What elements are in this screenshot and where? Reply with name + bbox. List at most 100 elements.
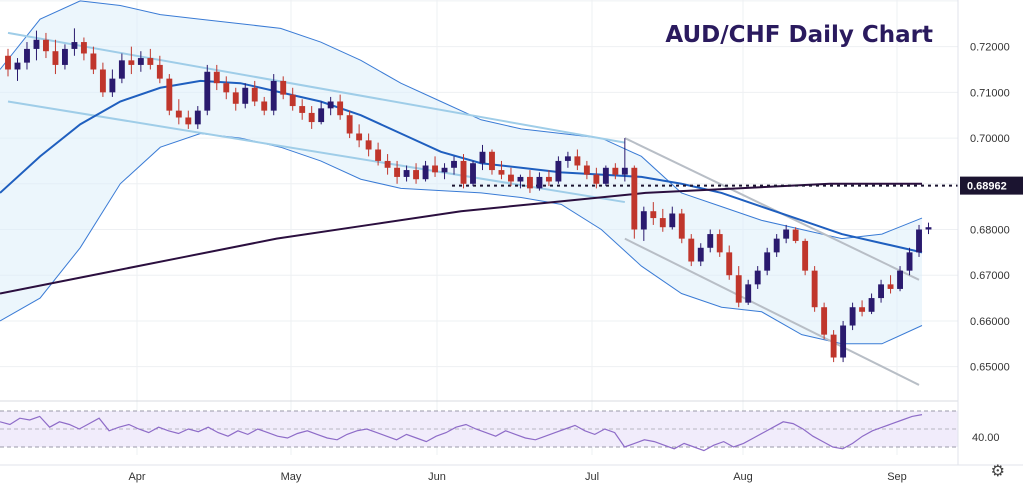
candle (394, 167, 401, 177)
candle (337, 101, 344, 116)
candle (650, 211, 657, 219)
candle (602, 167, 609, 184)
candle (925, 227, 932, 230)
candle (5, 55, 11, 70)
candle (783, 229, 790, 239)
candle (128, 60, 135, 65)
candle (773, 238, 780, 253)
candle (242, 87, 249, 104)
time-tick-label: Aug (733, 471, 753, 483)
candle (109, 78, 116, 93)
price-tick-label: 0.71000 (970, 87, 1010, 99)
candle (80, 42, 87, 54)
moving-average-long-line (0, 182, 922, 295)
candle (849, 307, 856, 326)
candle (365, 140, 372, 150)
time-tick-label: May (281, 471, 302, 483)
candle (640, 211, 647, 230)
candle (811, 270, 818, 308)
candle (868, 298, 875, 312)
candle (897, 270, 903, 289)
candle (289, 94, 296, 107)
candle (716, 234, 723, 253)
candle (612, 167, 619, 175)
candle (270, 80, 277, 111)
candle (840, 325, 847, 358)
bollinger-upper-line (0, 0, 923, 240)
channel-upper-line (7, 31, 626, 144)
candle (678, 213, 685, 239)
candle (375, 149, 382, 161)
candle (802, 240, 809, 271)
candle (441, 167, 448, 173)
moving-average-short-line (0, 79, 923, 254)
price-tick-label: 0.72000 (970, 42, 1010, 54)
candle (299, 106, 306, 113)
candle (33, 39, 40, 49)
time-tick-label: Jun (428, 471, 446, 483)
candle (735, 275, 742, 303)
price-tick-label: 0.65000 (970, 362, 1010, 374)
price-tick-label: 0.67000 (970, 270, 1010, 282)
candle (621, 167, 628, 175)
time-tick-label: Apr (128, 471, 145, 483)
candle (232, 92, 239, 104)
candle (61, 48, 68, 65)
candle (356, 133, 363, 141)
candle (251, 87, 258, 102)
candle (280, 80, 287, 95)
candle (166, 78, 173, 111)
candle (498, 170, 505, 175)
candle (90, 53, 97, 70)
candle (764, 252, 771, 271)
candle (697, 247, 704, 262)
candle (223, 83, 230, 93)
candle (688, 238, 695, 262)
candle (137, 58, 144, 65)
down-channel-lower-line (624, 237, 920, 386)
candle (887, 284, 894, 289)
candle (470, 163, 476, 184)
candle (14, 62, 21, 70)
candle (583, 165, 590, 175)
candle (564, 156, 571, 161)
candle (99, 69, 106, 93)
rsi-panel (0, 400, 958, 452)
candle (906, 252, 913, 271)
time-tick-label: Sep (887, 471, 907, 483)
candle (71, 42, 78, 49)
candle (422, 165, 429, 180)
rsi-tick-label: 40.00 (972, 432, 1000, 444)
candle (460, 160, 467, 184)
current-price-tag (960, 176, 1023, 195)
candle (479, 151, 486, 164)
candle (175, 110, 182, 118)
candle (52, 51, 59, 65)
price-tick-label: 0.66000 (970, 316, 1010, 328)
candles-layer (5, 28, 932, 363)
current-price-label: 0.68962 (967, 181, 1007, 193)
candle (384, 160, 391, 168)
moving-average-layer (0, 79, 923, 295)
candle (489, 151, 495, 171)
gear-icon[interactable]: ⚙ (990, 461, 1005, 480)
bollinger-lower-line (0, 132, 923, 345)
rsi-line (0, 414, 923, 452)
candle (43, 39, 49, 52)
candle (204, 71, 211, 111)
candle (508, 174, 514, 182)
candle (859, 307, 866, 312)
candle (555, 160, 562, 182)
candle (830, 334, 837, 358)
price-tick-label: 0.68000 (970, 225, 1010, 237)
candle (745, 284, 752, 303)
candle (413, 170, 420, 180)
candle (659, 218, 666, 228)
candle (821, 307, 828, 335)
candle (185, 117, 192, 125)
candle (451, 160, 457, 168)
candle (878, 284, 885, 299)
